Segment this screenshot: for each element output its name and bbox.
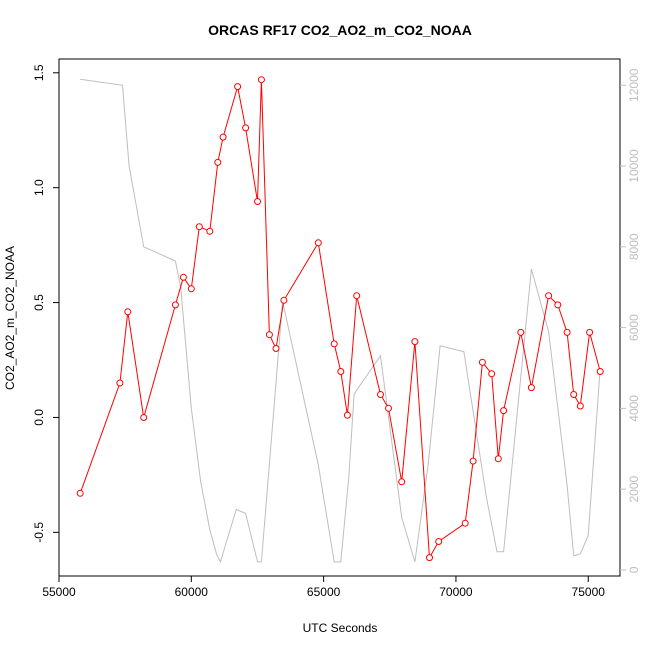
x-tick-label: 65000 [307,585,341,599]
data-point [554,301,562,309]
data-point [195,223,203,231]
data-point [187,285,195,293]
data-point [545,292,553,300]
data-point [206,227,214,235]
data-point [353,292,361,300]
y2-tick-label: 4000 [627,395,641,422]
data-point [478,358,486,366]
data-point [76,489,84,497]
y2-tick-label: 2000 [627,475,641,502]
data-point [337,368,345,375]
chart-title: ORCAS RF17 CO2_AO2_m_CO2_NOAA [208,22,472,38]
y2-tick-label: 6000 [627,314,641,341]
x-tick-label: 75000 [572,585,606,599]
data-point [488,370,496,378]
x-axis: 55000 60000 65000 70000 75000 [42,576,605,599]
data-point [398,478,406,486]
data-point [596,368,604,375]
data-point [171,301,179,309]
data-point [124,308,132,316]
data-point [242,124,250,132]
data-point [257,76,265,84]
data-point [377,391,384,398]
data-point [563,328,571,336]
data-point [116,379,124,387]
y-axis-right: 0 2000 4000 6000 8000 10000 12000 [620,68,641,573]
data-point [570,391,578,398]
data-point [280,296,288,304]
primary-series-line [79,79,601,560]
data-point [265,331,273,339]
data-point [314,239,322,247]
data-point [461,519,469,527]
y-tick-label: 1.0 [32,179,46,196]
y2-tick-label: 8000 [627,233,641,260]
y2-tick-label: 12000 [627,68,641,102]
secondary-series-line [80,78,601,564]
y-tick-label: -0.5 [32,522,46,543]
secondary-series-layer [80,78,601,564]
data-point [272,345,280,352]
data-point [214,158,222,166]
y-tick-label: 1.5 [32,64,46,81]
data-point [527,384,535,392]
y-tick-label: 0.5 [32,294,46,311]
x-tick-label: 55000 [42,585,76,599]
x-tick-label: 70000 [439,585,473,599]
y-tick-label: 0.0 [32,409,46,426]
y2-tick-label: 10000 [627,149,641,183]
data-point [426,554,433,562]
y-axis-label: CO2_AO2_m_CO2_NOAA [3,246,17,390]
data-point [411,338,419,346]
data-point [435,538,443,545]
y2-tick-label: 0 [627,566,641,573]
data-point [330,340,338,348]
y-axis: -0.5 0.0 0.5 1.0 1.5 [32,64,59,543]
data-point [219,133,227,141]
data-point [140,414,148,421]
x-tick-label: 60000 [175,585,209,599]
data-point [500,407,508,415]
data-point [494,455,502,463]
data-point [576,402,584,410]
primary-series-layer [76,76,604,562]
data-point [517,328,525,336]
data-point [254,198,261,205]
data-point [343,411,351,419]
data-point [179,273,187,281]
x-axis-label: UTC Seconds [303,621,378,635]
data-point [234,83,242,91]
plot-frame [58,58,621,577]
data-point [469,457,477,465]
data-point [586,328,594,336]
data-point [385,404,392,412]
